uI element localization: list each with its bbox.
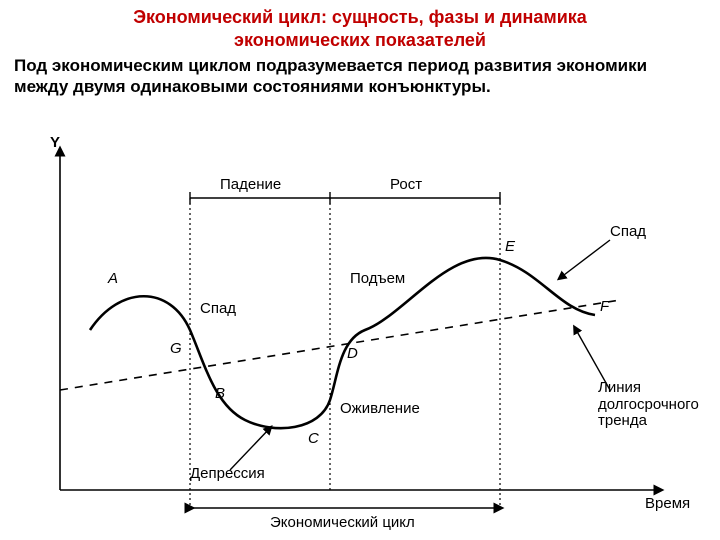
phase-spad: Спад: [200, 300, 236, 317]
phase-spad2: Спад: [610, 223, 646, 240]
subtitle: Под экономическим циклом подразумевается…: [0, 51, 720, 98]
pointer-spad: [560, 240, 610, 278]
point-C: C: [308, 430, 319, 447]
point-D: D: [347, 345, 358, 362]
title-line2: экономических показателей: [234, 30, 486, 50]
cycle-label: Экономический цикл: [270, 514, 415, 531]
point-G: G: [170, 340, 182, 357]
point-B: B: [215, 385, 225, 402]
phase-ozhivlenie: Оживление: [340, 400, 420, 417]
point-E: E: [505, 238, 515, 255]
phase-depress: Депрессия: [190, 465, 265, 482]
fall-label: Падение: [220, 176, 281, 193]
phase-podem: Подъем: [350, 270, 405, 287]
trend-line: [60, 300, 620, 390]
title-line1: Экономический цикл: сущность, фазы и дин…: [133, 7, 587, 27]
trend-label: Линия долгосрочного тренда: [598, 380, 708, 430]
rise-label: Рост: [390, 176, 422, 193]
pointer-depression: [230, 428, 270, 470]
y-axis-label: Y: [50, 134, 60, 151]
point-F: F: [600, 298, 609, 315]
point-A: A: [108, 270, 118, 287]
x-axis-label: Время: [645, 495, 690, 512]
economic-cycle-diagram: Y Время Падение Рост Экономический цикл …: [20, 130, 700, 530]
